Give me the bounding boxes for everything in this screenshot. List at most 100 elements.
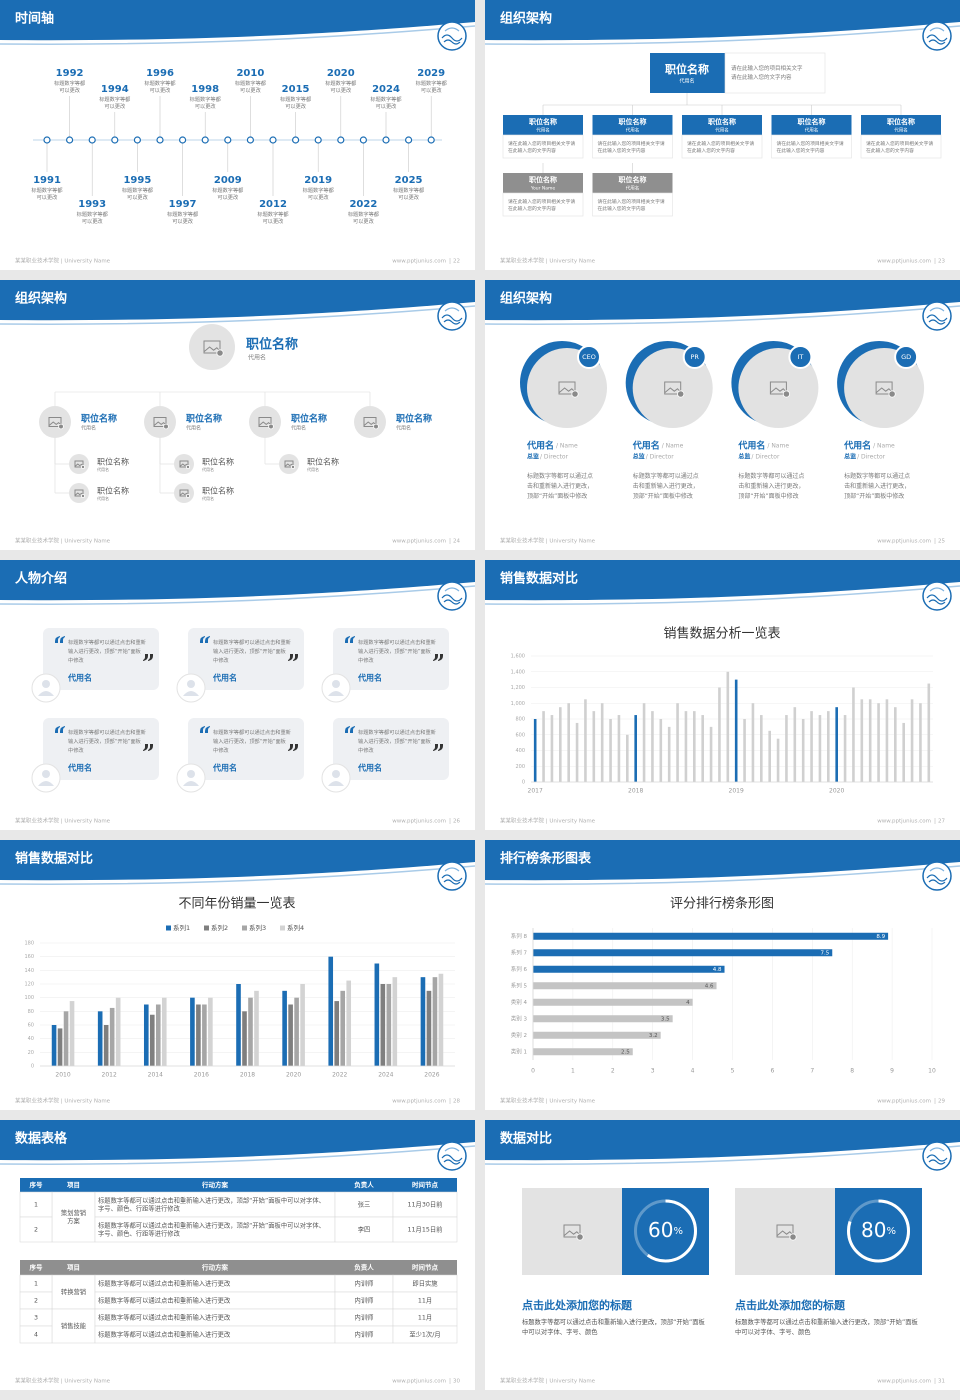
text-line: 标题数字等都可以通过点击和重新 [213,728,291,736]
footer-school: 某某职业技术学院 | University Name [15,817,111,825]
text-line: 可以更改 [150,86,172,94]
year: 2022 [349,199,377,210]
logo [437,301,467,331]
box-body [592,134,673,159]
avatar [69,454,89,474]
badge [577,345,601,369]
quote-icon [288,654,298,661]
text-line: 标题数字等都可以通过点 [633,472,699,480]
header-band [0,840,475,881]
table-cell [51,1191,96,1243]
footer-school: 某某职业技术学院 | University Name [15,257,111,265]
bar [155,1004,161,1066]
year: 2029 [417,68,445,79]
text-line: 击和重新输入进行更改， [633,482,699,490]
x-tick-label: 6 [770,1068,774,1075]
slide-title: 数据表格 [15,1131,68,1147]
text-line: 标题数字等都 [303,186,334,194]
footer-site: www.pptjunius.com [877,1099,931,1105]
bar [533,1015,673,1023]
chart-title: 评分排行榜条形图 [670,896,774,912]
bar [57,1028,63,1066]
bar [910,699,914,782]
image-icon [563,1230,581,1237]
event-text: 标题数字等都可以更改 [393,186,424,201]
value-label: 2.5 [621,1049,630,1055]
image-icon [576,1233,584,1241]
text-line: 标题数字等都可以通过点击和重新输入进行更改 [98,1330,231,1339]
logo [922,301,952,331]
name: 代用名 [67,673,92,683]
position-name: 职位名称 [97,457,129,467]
header-band [485,0,960,41]
value-label: 4 [686,1000,690,1006]
event-text: 标题数字等都可以更改 [348,210,379,225]
table-header-cell: 负责人 [354,1263,374,1272]
logo-mark [926,1154,948,1165]
legend-swatch [204,925,209,931]
text-line: 可以更改 [376,102,398,110]
legend-label: 系列4 [287,923,304,932]
text-line: 请在此输入您的项目相关文字请 [687,140,754,147]
description: 请在此输入您的项目相关文字请在此输入您的文字内容 [508,198,575,212]
page-number: 27 [938,819,945,825]
text-line: 可以更改 [330,86,352,94]
text-line: 顶部“开始”面板中修改 [738,492,798,500]
text-line: 标题数字等都可以通过点击和重新输入进行更改 [98,1313,231,1322]
value-label: 3.2 [649,1033,658,1039]
y-tick-label: 160 [24,954,34,960]
slide-title: 人物介绍 [15,571,67,587]
bar [659,719,663,782]
year: 2024 [372,84,400,95]
text-line: 可以更改 [398,193,420,201]
bar [533,1048,633,1056]
bar [236,984,241,1066]
timeline-dot [314,136,322,144]
y-tick-label: 1,400 [511,669,525,675]
legend-swatch [280,925,285,931]
bar [835,707,838,782]
logo-mark [444,587,460,592]
image-icon [558,387,576,394]
badge [682,345,707,369]
timeline-dot [359,136,367,144]
event-text: 标题数字等都可以更改 [280,95,311,110]
bar [726,671,730,782]
slide-background [485,560,960,830]
image-icon [284,460,294,468]
table-cell-text: 标题数字等都可以通过点击和重新输入进行更改，顶部“开始”面板中可以对字体、字号、… [98,1221,325,1238]
text-line: 标题数字等都 [257,210,288,218]
text-line: 输入进行更改，顶部“开始”面板 [358,647,432,655]
year: 2019 [304,175,332,186]
bar [288,1004,293,1066]
logo-mark [444,27,460,32]
header-band [0,280,475,321]
image-icon [664,381,682,395]
bar [760,715,763,782]
text-line: 标题数字等都可以通过点击和重新输入进行更改，顶部“开始”面板中可以对字体、 [98,1196,325,1205]
bar [592,711,596,782]
year: 1994 [101,84,129,95]
text-line: 标题数字等都可以通过点击和重新输入进行更改，顶部“开始”面板 [735,1317,919,1326]
bar [426,990,432,1066]
bar [860,699,864,782]
x-tick-label: 2016 [194,1072,209,1079]
event-text: 标题数字等都可以更改 [99,95,130,110]
event-text: 标题数字等都可以更改 [416,79,447,94]
bar [115,997,121,1066]
image-icon [48,417,62,427]
position-name: 职位名称 [186,413,222,425]
x-tick-label: 2 [611,1068,615,1075]
bar [190,997,195,1066]
logo-mark [929,587,945,592]
image-icon [179,460,189,468]
image-icon [81,464,86,469]
bar [294,997,299,1066]
bar [254,990,259,1066]
image-icon [179,463,189,467]
role: 总监 [738,453,750,461]
table-header-cell: 行动方案 [201,1180,229,1189]
text-line: 输入进行更改，顶部“开始”面板 [213,647,287,655]
